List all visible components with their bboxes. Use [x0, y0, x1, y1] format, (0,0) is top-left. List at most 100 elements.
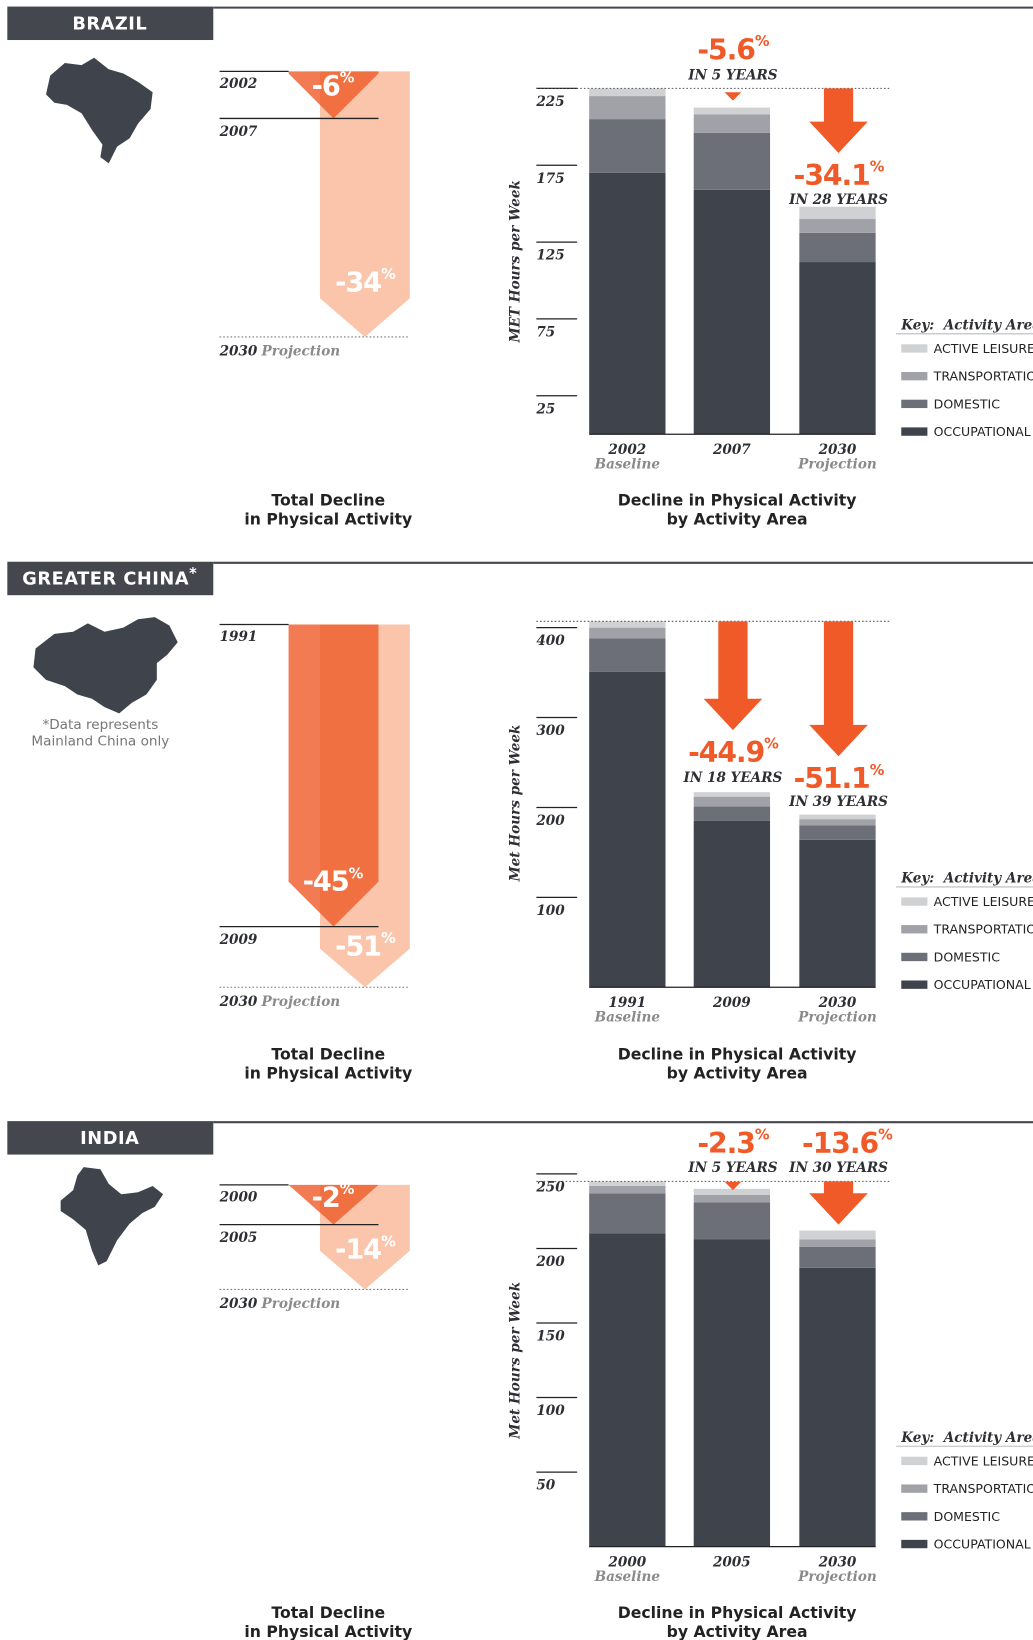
legend-label: ACTIVE LEISURE: [934, 341, 1033, 356]
y-tick-label: 400: [536, 633, 565, 649]
legend-label: ACTIVE LEISURE: [934, 894, 1033, 909]
legend-label: TRANSPORTATION: [933, 369, 1033, 384]
category-note: Baseline: [594, 1569, 661, 1585]
bar-segment: [799, 819, 876, 826]
bar-segment: [799, 1230, 876, 1240]
legend-title: Key: Activity Area: [900, 317, 1033, 333]
y-tick-label: 200: [535, 1254, 565, 1270]
y-tick-label: 225: [535, 94, 564, 110]
decline-arrow-step: [288, 71, 379, 119]
annotation-value: -44.9%: [688, 735, 779, 768]
bar-segment: [799, 825, 876, 840]
legend-title: Key: Activity Area: [900, 1430, 1033, 1446]
projection: Projection: [261, 344, 341, 360]
percent-value: -34.1: [794, 158, 870, 191]
x-tick-label: 2030: [818, 995, 857, 1011]
percent-value: -14: [335, 1234, 381, 1265]
panel-title: Total Decline: [271, 1045, 385, 1064]
country-label: BRAZIL: [72, 14, 147, 34]
chart-title: by Activity Area: [667, 1622, 808, 1640]
annotation-value: -51.1%: [794, 761, 885, 794]
bar-segment: [799, 839, 876, 988]
legend-label: TRANSPORTATION: [933, 922, 1033, 937]
y-tick-label: 175: [536, 171, 564, 187]
bar-segment: [693, 132, 771, 190]
legend-label: TRANSPORTATION: [933, 1481, 1033, 1496]
x-tick-label: 2030: [818, 442, 857, 458]
x-tick-label: 2005: [712, 1554, 751, 1570]
country-name: GREATER CHINA*: [22, 565, 197, 590]
bar-segment: [693, 1188, 771, 1195]
projection: Projection: [261, 1296, 341, 1312]
bar-segment: [799, 1246, 876, 1268]
bar-segment: [799, 219, 876, 233]
legend-label: OCCUPATIONAL: [934, 1537, 1031, 1552]
country-label: GREATER CHINA: [22, 570, 189, 590]
bar-segment: [693, 806, 771, 821]
percent-unit: %: [349, 865, 364, 882]
year-label: 2030 Projection: [219, 1296, 341, 1312]
chart-title: by Activity Area: [667, 1064, 808, 1083]
y-axis-label: Met Hours per Week: [507, 725, 523, 883]
year-label: 2030 Projection: [219, 344, 341, 360]
annotation-arrow: [724, 1181, 742, 1191]
bar-segment: [589, 96, 666, 120]
bar-segment: [589, 1185, 666, 1194]
annotation-text: IN 30 YEARS: [788, 1160, 888, 1176]
panel-title: in Physical Activity: [244, 509, 412, 528]
percent-unit: %: [878, 1126, 893, 1143]
brazil-map: [46, 57, 153, 164]
percent-value: -2: [312, 1182, 340, 1213]
year-label: 1991: [220, 629, 258, 645]
decline-label: -51%: [335, 930, 396, 962]
bar-segment: [589, 1233, 666, 1547]
percent-value: -2.3: [697, 1127, 755, 1160]
legend-swatch: [901, 427, 928, 436]
legend-swatch: [901, 1484, 928, 1493]
chart-title: by Activity Area: [667, 509, 808, 528]
header-bar: [7, 1121, 214, 1155]
annotation-arrow: [809, 1181, 868, 1225]
header-bar: [7, 6, 214, 41]
y-tick-label: 100: [536, 1403, 565, 1419]
legend-swatch: [901, 1539, 928, 1549]
decline-label: -34%: [335, 266, 396, 298]
bar-segment: [799, 206, 876, 220]
legend-swatch: [901, 980, 928, 989]
x-tick-label: 1991: [608, 995, 646, 1011]
bar-segment: [693, 796, 771, 807]
panel-title: in Physical Activity: [244, 1064, 412, 1083]
panel-title: Total Decline: [271, 1603, 385, 1622]
y-tick-label: 200: [535, 813, 565, 829]
bar-segment: [589, 621, 666, 628]
percent-unit: %: [381, 266, 396, 283]
note: Mainland China only: [31, 734, 169, 750]
panel-title: Total Decline: [271, 491, 385, 510]
legend-title: Key: Activity Area: [900, 871, 1033, 887]
category-note: Baseline: [594, 1010, 661, 1026]
legend-swatch: [901, 925, 928, 934]
percent-unit: %: [755, 33, 770, 50]
decline-label: -45%: [303, 865, 364, 897]
legend-swatch: [901, 897, 928, 906]
bar-segment: [693, 820, 771, 988]
chart-title: Decline in Physical Activity: [618, 1603, 857, 1622]
legend-label: DOMESTIC: [934, 1509, 1001, 1524]
year-label: 2030 Projection: [219, 994, 341, 1010]
legend-swatch: [901, 344, 928, 353]
annotation-arrow: [809, 621, 868, 757]
bar-segment: [693, 189, 771, 435]
year-label: 2007: [219, 124, 258, 140]
y-tick-label: 300: [536, 723, 565, 739]
percent-unit: %: [340, 1181, 355, 1198]
annotation-value: -34.1%: [794, 158, 885, 191]
legend-swatch: [901, 1456, 928, 1466]
panel-title: in Physical Activity: [244, 1622, 412, 1640]
bar-segment: [589, 638, 666, 672]
legend-label: DOMESTIC: [934, 949, 1001, 964]
bar-segment: [693, 107, 771, 115]
header-bar: [7, 561, 214, 596]
category-note: Projection: [797, 1010, 877, 1026]
bar-segment: [589, 88, 666, 97]
